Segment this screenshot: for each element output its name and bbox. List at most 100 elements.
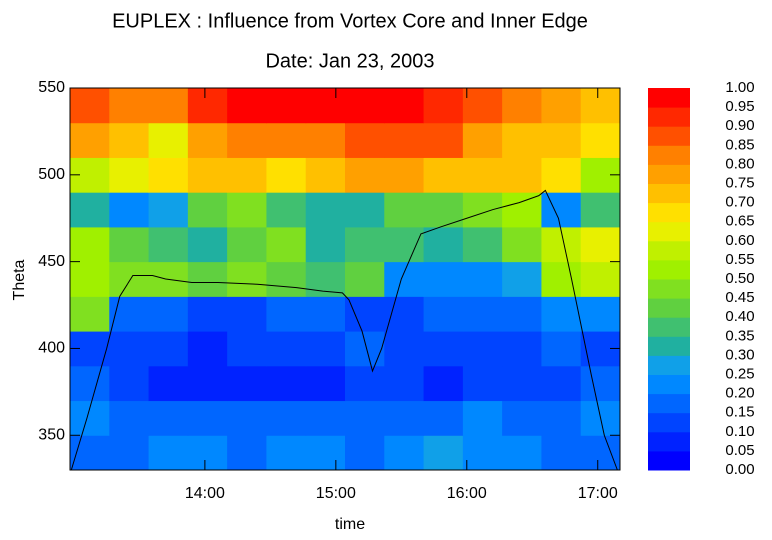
heatmap-cell [148, 400, 189, 436]
heatmap-cell [384, 365, 425, 402]
heatmap-cell [345, 226, 385, 263]
x-tick-label: 14:00 [185, 485, 225, 502]
heatmap-cell [580, 296, 621, 332]
colorbar-tick-label: 0.40 [725, 308, 754, 325]
colorbar-tick-label: 0.65 [725, 213, 754, 230]
heatmap-cell [109, 192, 150, 228]
heatmap-cell [345, 261, 385, 297]
heatmap-cell [109, 88, 150, 124]
colorbar-tick-label: 0.55 [725, 251, 754, 268]
colorbar-swatch [648, 450, 690, 471]
heatmap-cell [187, 435, 228, 471]
y-tick-label: 400 [38, 340, 65, 357]
heatmap-cell [305, 435, 346, 471]
heatmap-cell [70, 122, 110, 158]
heatmap-cell [462, 331, 503, 367]
heatmap-cell [384, 435, 425, 471]
heatmap-cell [384, 122, 425, 158]
heatmap-cell [423, 192, 464, 228]
heatmap-cell [384, 157, 425, 193]
colorbar-tick-label: 0.25 [725, 365, 754, 382]
heatmap-cell [541, 331, 582, 367]
heatmap-cell [148, 331, 189, 367]
heatmap-cell [227, 192, 267, 228]
heatmap-cell [227, 365, 267, 402]
colorbar-swatch [648, 336, 690, 356]
colorbar-tick-label: 0.90 [725, 117, 754, 134]
heatmap-cell [423, 365, 464, 402]
heatmap-cell [541, 192, 582, 228]
heatmap-cell [305, 296, 346, 332]
heatmap-cell [423, 122, 464, 158]
heatmap-cell [305, 88, 346, 124]
heatmap-cell [384, 400, 425, 436]
colorbar-swatch [648, 279, 690, 299]
heatmap-cell [345, 192, 385, 228]
heatmap-cell [70, 365, 110, 402]
heatmap-cell [580, 226, 621, 263]
heatmap-cell [541, 365, 582, 402]
heatmap-cell [462, 296, 503, 332]
heatmap-cell [423, 296, 464, 332]
heatmap-cell [423, 331, 464, 367]
y-tick-label: 550 [38, 79, 65, 96]
y-axis-label: Theta [11, 259, 28, 300]
heatmap-cell [266, 400, 307, 436]
heatmap-cell [462, 226, 503, 263]
heatmap-cell [580, 122, 621, 158]
heatmap-cell [148, 192, 189, 228]
heatmap-cell [541, 435, 582, 471]
heatmap-cell [502, 192, 542, 228]
colorbar-swatch [648, 126, 690, 146]
heatmap-cell [109, 122, 150, 158]
colorbar-swatch [648, 393, 690, 414]
colorbar-swatch [648, 202, 690, 223]
colorbar-tick-label: 0.85 [725, 136, 754, 153]
heatmap-cell [109, 400, 150, 436]
y-tick-label: 350 [38, 426, 65, 443]
heatmap-cell [462, 400, 503, 436]
colorbar-tick-label: 0.50 [725, 270, 754, 287]
heatmap-cell [109, 226, 150, 263]
heatmap-cell [580, 435, 621, 471]
heatmap-cell [305, 157, 346, 193]
heatmap-cell [187, 261, 228, 297]
heatmap-cell [187, 400, 228, 436]
heatmap-cell [109, 331, 150, 367]
heatmap-cell [502, 122, 542, 158]
colorbar-tick-label: 0.05 [725, 442, 754, 459]
colorbar-swatch [648, 145, 690, 165]
colorbar-swatch [648, 431, 690, 452]
colorbar-tick-label: 0.75 [725, 174, 754, 191]
heatmap-cell [384, 261, 425, 297]
heatmap-cell [462, 261, 503, 297]
colorbar-tick-label: 0.60 [725, 232, 754, 249]
heatmap-cell [70, 192, 110, 228]
heatmap-cell [345, 331, 385, 367]
heatmap-cell [70, 226, 110, 263]
plot-frame [69, 87, 621, 471]
heatmap-cell [580, 261, 621, 297]
colorbar-tick-label: 0.15 [725, 404, 754, 421]
heatmap-cell [502, 435, 542, 471]
y-tick-label: 450 [38, 253, 65, 270]
colorbar-swatch [648, 164, 690, 184]
heatmap-cell [227, 331, 267, 367]
colorbar-tick-label: 0.70 [725, 194, 754, 211]
heatmap-cell [462, 192, 503, 228]
heatmap-cell [462, 122, 503, 158]
heatmap-cell [109, 296, 150, 332]
heatmap-cell [345, 365, 385, 402]
heatmap-cell [502, 331, 542, 367]
heatmap-cell [148, 226, 189, 263]
heatmap-cell [580, 192, 621, 228]
heatmap-cell [266, 365, 307, 402]
heatmap-cell [109, 365, 150, 402]
heatmap-cell [541, 122, 582, 158]
heatmap-cell [70, 400, 110, 436]
colorbar-swatch [648, 317, 690, 337]
heatmap-cell [227, 226, 267, 263]
heatmap-cell [384, 296, 425, 332]
heatmap-cell [148, 365, 189, 402]
